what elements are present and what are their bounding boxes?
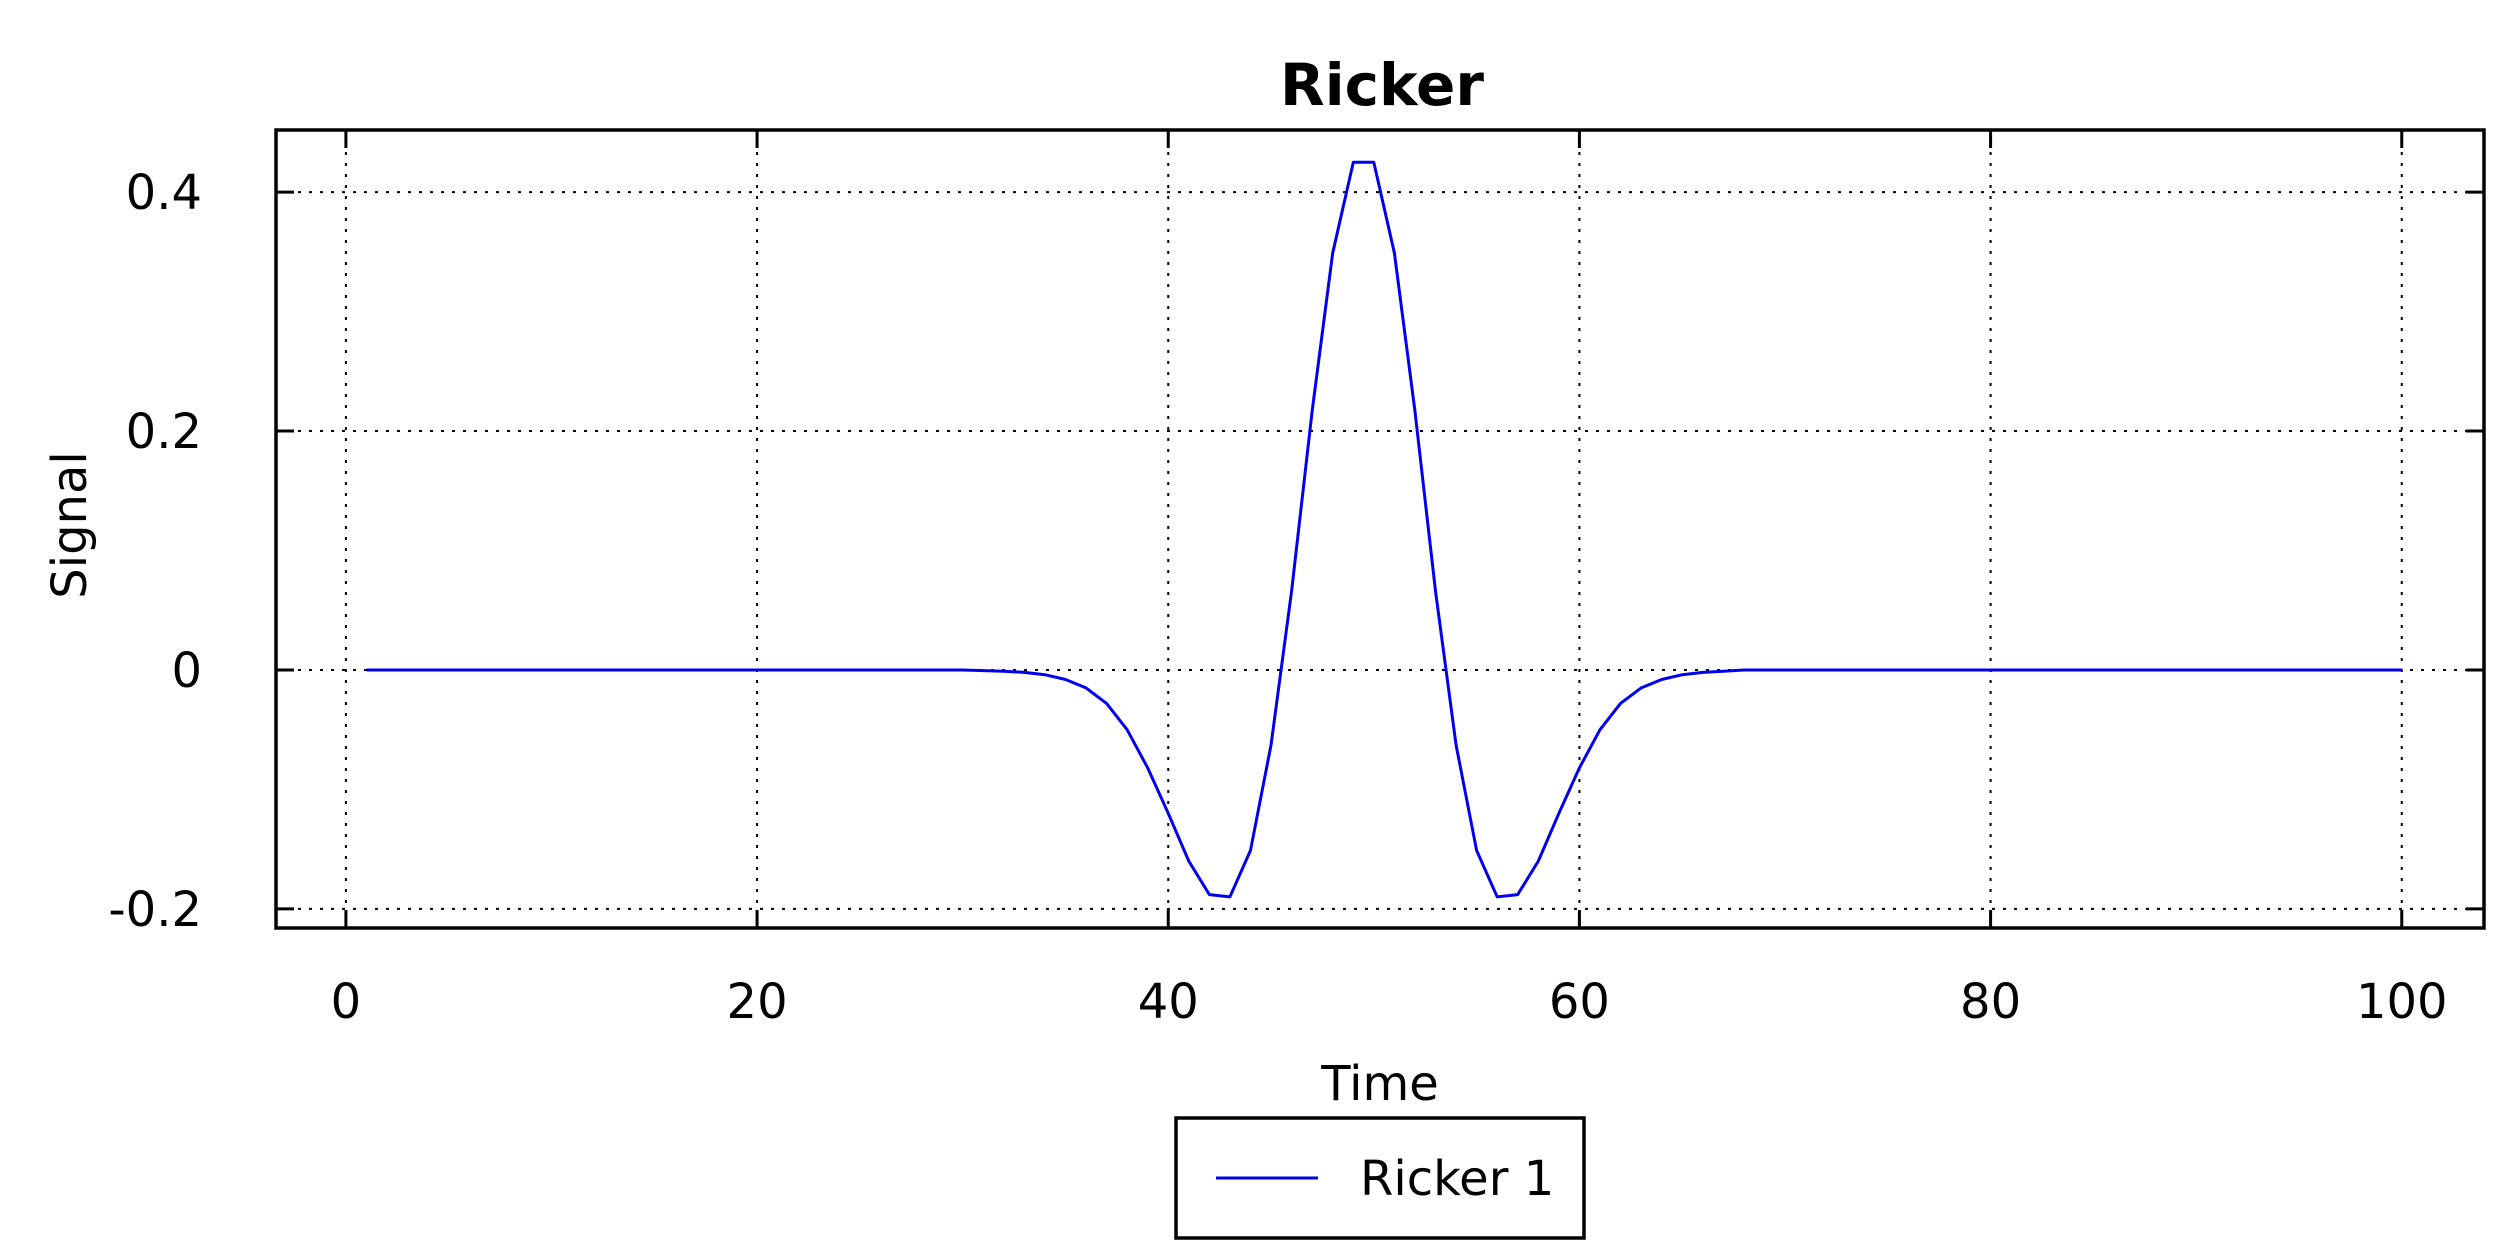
y-tick-label: -0.2 [108,882,202,938]
chart-title: Ricker [1280,51,1484,119]
x-tick-label: 60 [1549,974,1610,1030]
legend: Ricker 1 [1174,1116,1586,1240]
tick-layer: 0 20 40 60 80 100 -0.2 0 0.2 0.4 [108,130,2484,1030]
x-tick-label: 80 [1960,974,2021,1030]
x-tick-label: 40 [1138,974,1199,1030]
series-line-ricker-1 [366,160,2402,899]
series-layer [366,160,2402,899]
y-axis-label: Signal [42,451,98,598]
x-tick-label: 20 [727,974,788,1030]
y-tick-label: 0.2 [126,404,202,460]
x-axis-label: Time [1320,1056,1438,1112]
x-tick-label: 100 [2356,974,2448,1030]
x-tick-label: 0 [331,974,362,1030]
y-tick-label: 0.4 [126,165,202,221]
legend-label: Ricker 1 [1360,1151,1554,1207]
grid-layer [276,130,2484,928]
plot-frame [274,128,2486,930]
y-tick-label: 0 [171,643,202,699]
